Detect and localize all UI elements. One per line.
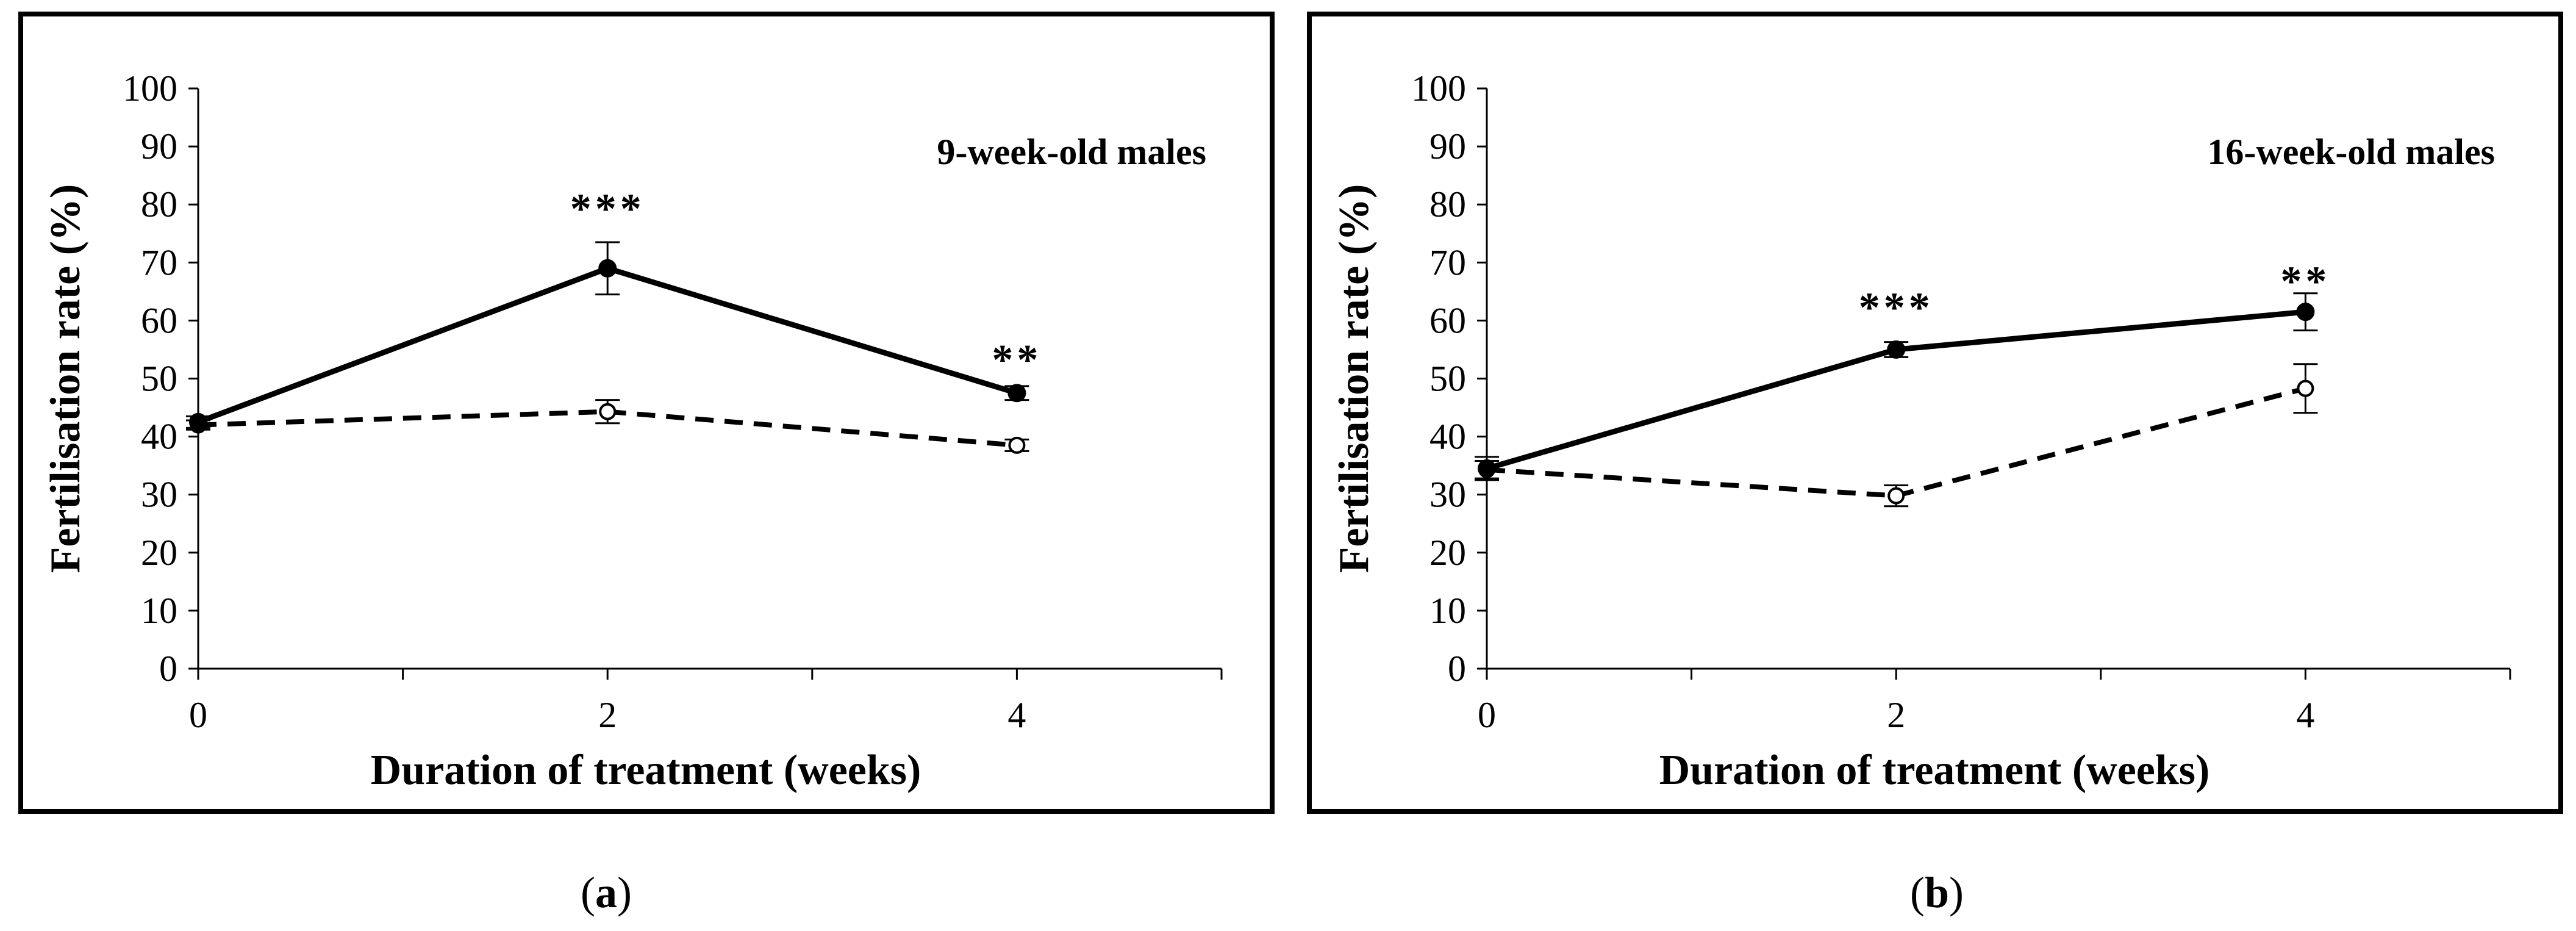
x-tick-label: 2 xyxy=(1887,695,1905,735)
y-tick-label: 20 xyxy=(1429,533,1466,573)
x-axis-title: Duration of treatment (weeks) xyxy=(1659,747,2210,794)
y-tick-label: 50 xyxy=(1429,359,1466,399)
y-tick-label: 90 xyxy=(1429,126,1466,167)
y-tick-label: 100 xyxy=(1411,68,1466,109)
caption-b: (b) xyxy=(1909,868,1964,917)
chart-panel-a: 0 10 20 30 40 50 60 70 80 90 100 0 2 4 Duration of tre… xyxy=(18,12,1275,814)
control-data-point xyxy=(599,403,617,420)
treated-data-point xyxy=(1007,384,1026,403)
y-tick-label: 20 xyxy=(141,533,177,573)
chart-svg-a: 0 10 20 30 40 50 60 70 80 90 100 0 2 4 Duration of tre… xyxy=(42,68,1223,794)
significance-marker: *** xyxy=(570,186,645,233)
treated-data-point xyxy=(189,412,207,431)
y-tick-label: 80 xyxy=(141,184,177,225)
control-data-point xyxy=(2297,379,2314,397)
control-series-line xyxy=(1486,386,2306,498)
panel-title: 9-week-old males xyxy=(937,132,1206,172)
y-tick-label: 70 xyxy=(1429,242,1466,282)
control-data-point xyxy=(1887,487,1905,505)
x-tick-label: 0 xyxy=(1478,695,1496,735)
x-tick-label: 2 xyxy=(598,695,617,735)
x-tick-label: 4 xyxy=(2296,695,2314,735)
y-tick-label: 30 xyxy=(141,475,177,515)
y-tick-label: 60 xyxy=(141,300,177,340)
treated-data-point xyxy=(1887,340,1906,359)
x-axis-title: Duration of treatment (weeks) xyxy=(371,747,921,794)
control-series-line xyxy=(198,409,1017,448)
y-tick-label: 40 xyxy=(141,417,177,457)
y-tick-label: 0 xyxy=(159,649,177,689)
y-axis-title: Fertilisation rate (%) xyxy=(42,184,89,573)
y-tick-label: 40 xyxy=(1429,417,1466,457)
y-tick-label: 50 xyxy=(141,359,177,399)
caption-a: (a) xyxy=(581,868,632,917)
y-tick-label: 0 xyxy=(1448,649,1466,689)
y-tick-label: 10 xyxy=(1429,591,1466,631)
treated-data-point xyxy=(1478,459,1496,478)
significance-marker: ** xyxy=(992,337,1042,384)
chart-panel-b: 0 10 20 30 40 50 60 70 80 90 100 0 2 4 Duration of tre… xyxy=(1307,12,2563,814)
y-tick-label: 80 xyxy=(1429,184,1466,225)
y-tick-label: 70 xyxy=(141,242,177,282)
panel-title: 16-week-old males xyxy=(2207,132,2495,172)
treated-data-point xyxy=(2296,303,2315,322)
chart-svg-b: 0 10 20 30 40 50 60 70 80 90 100 0 2 4 Duration of tre… xyxy=(1331,68,2511,794)
y-axis-title: Fertilisation rate (%) xyxy=(1331,184,1378,573)
x-tick-label: 0 xyxy=(189,695,207,735)
y-tick-label: 90 xyxy=(141,126,177,167)
treated-data-point xyxy=(598,259,617,278)
x-tick-label: 4 xyxy=(1007,695,1026,735)
y-tick-label: 100 xyxy=(123,68,177,109)
y-tick-label: 60 xyxy=(1429,300,1466,340)
y-tick-label: 30 xyxy=(1429,475,1466,515)
treated-series-line xyxy=(1486,309,2306,472)
y-tick-label: 10 xyxy=(141,591,177,631)
significance-marker: ** xyxy=(2280,259,2330,306)
significance-marker: *** xyxy=(1859,284,1934,331)
control-data-point xyxy=(1008,436,1026,454)
